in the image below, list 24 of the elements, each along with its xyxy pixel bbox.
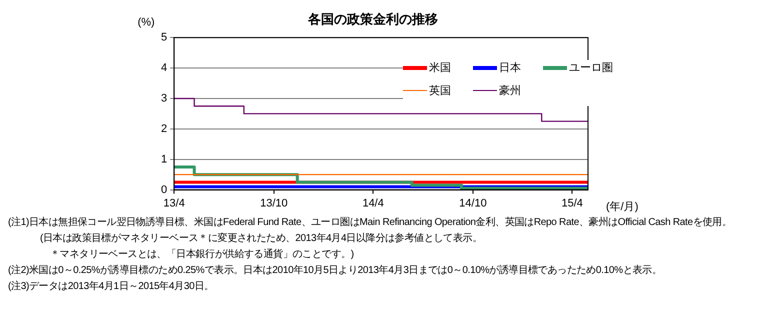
chart-title: 各国の政策金利の推移 <box>307 11 438 26</box>
text: (注1)日本は無担保コール翌日物誘導目標、米国はFederal Fund Rate、ユーロ圏はMain Refinancing Operation金利、英国はRepo Rate、豪州はOfficial Cash Rateを使用。 <box>8 216 733 230</box>
y-tick-label: 3 <box>160 92 168 105</box>
y-axis-title: (%) <box>138 16 155 29</box>
y-tick-label: 4 <box>160 62 168 74</box>
x-tick-label: 13/10 <box>260 197 288 210</box>
y-tick-label: 1 <box>160 153 168 166</box>
text: (日本は政策目標がマネタリーベース＊に変更されたため、2013年4月4日以降分は参考値として表示。 <box>39 232 483 246</box>
y-tick-label: 2 <box>160 122 168 135</box>
x-tick-label: 14/10 <box>459 197 487 210</box>
text: (注2)米国は0～0.25%が誘導目標のため0.25%で表示。日本は2010年10月5日より2013年4月3日までは0～0.10%が誘導目標であったため0.10%と表示。 <box>8 264 663 278</box>
x-tick-label: 14/4 <box>362 197 384 210</box>
legend-label: 豪州 <box>499 84 521 98</box>
y-tick-label: 0 <box>160 184 168 196</box>
legend-label: 日本 <box>499 61 521 75</box>
x-axis-title: (年/月) <box>606 200 638 213</box>
legend-label: 米国 <box>429 61 451 75</box>
y-tick-label: 5 <box>160 32 168 44</box>
legend-label: ユーロ圏 <box>569 61 613 75</box>
text: ＊マネタリーベースとは、「日本銀行が供給する通貨」のことです。) <box>49 248 355 262</box>
legend-label: 英国 <box>429 84 451 98</box>
x-tick-label: 15/4 <box>561 197 583 210</box>
x-tick-label: 13/4 <box>163 197 185 210</box>
text: (注3)データは2013年4月1日～2015年4月30日。 <box>8 280 215 294</box>
